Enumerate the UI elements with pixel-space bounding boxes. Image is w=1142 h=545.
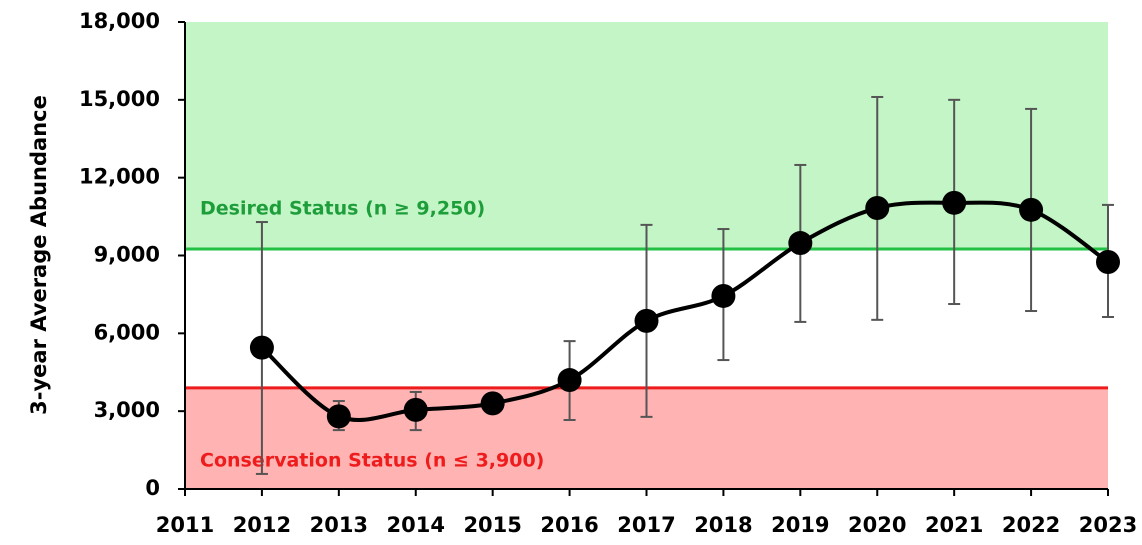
data-point [480,391,505,416]
y-tick-label: 6,000 [94,320,160,344]
data-point [1019,197,1044,222]
x-tick-label: 2012 [233,513,291,537]
x-tick-label: 2015 [463,513,521,537]
data-point [557,368,582,393]
threshold-label: Conservation Status (n ≤ 3,900) [200,449,544,471]
data-point [1096,249,1120,274]
y-tick-label: 18,000 [79,9,160,33]
x-tick-label: 2016 [540,513,598,537]
x-tick-label: 2011 [156,513,214,537]
threshold-label: Desired Status (n ≥ 9,250) [200,198,485,220]
data-point [711,283,736,308]
y-axis-label: 3-year Average Abundance [27,95,51,415]
x-tick-label: 2021 [925,513,983,537]
x-tick-label: 2013 [310,513,368,537]
data-point [403,397,428,422]
y-tick-label: 0 [145,476,160,500]
y-tick-label: 15,000 [79,87,160,111]
data-point [634,308,659,333]
y-tick-label: 9,000 [94,243,160,267]
data-point [788,231,813,256]
data-point [942,190,967,215]
data-point [865,196,890,221]
data-point [249,335,274,360]
x-tick-label: 2022 [1002,513,1060,537]
x-tick-label: 2023 [1079,513,1137,537]
y-tick-label: 3,000 [94,398,160,422]
x-tick-label: 2017 [617,513,675,537]
x-tick-label: 2020 [848,513,906,537]
y-tick-label: 12,000 [79,165,160,189]
data-point [326,404,351,429]
x-tick-label: 2019 [771,513,829,537]
x-tick-label: 2014 [387,513,445,537]
x-tick-label: 2018 [694,513,752,537]
